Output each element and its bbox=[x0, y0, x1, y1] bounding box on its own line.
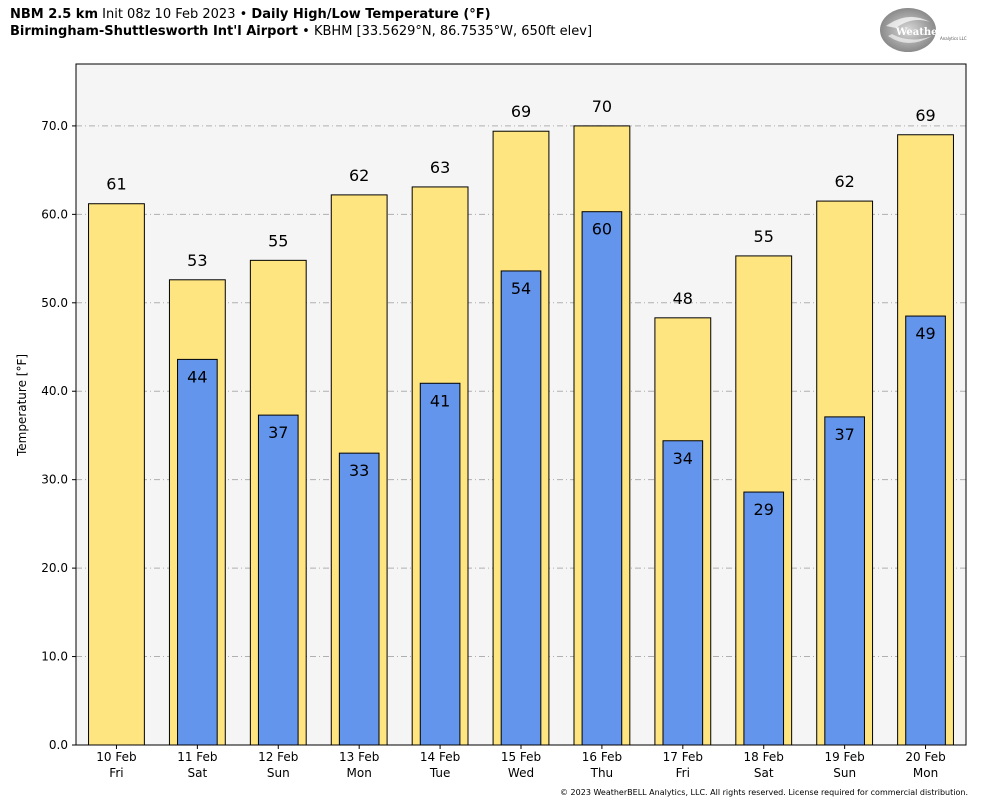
station-name: Birmingham-Shuttlesworth Int'l Airport bbox=[10, 24, 299, 39]
y-tick-label: 70.0 bbox=[41, 119, 68, 133]
y-tick-label: 0.0 bbox=[49, 738, 68, 752]
high-temp-label: 55 bbox=[754, 227, 774, 246]
low-temp-label: 37 bbox=[834, 425, 854, 444]
high-temp-label: 69 bbox=[915, 106, 935, 125]
copyright-footer: © 2023 WeatherBELL Analytics, LLC. All r… bbox=[560, 788, 968, 797]
low-temp-bar bbox=[500, 270, 542, 746]
x-tick-weekday: Sat bbox=[754, 766, 774, 780]
high-temp-label: 53 bbox=[187, 251, 207, 270]
title-separator: • bbox=[239, 7, 248, 22]
y-axis: 0.0 10.0 20.0 30.0 40.0 50.0 60.0 70.0 bbox=[41, 119, 76, 752]
low-temp-bar bbox=[257, 414, 299, 746]
x-tick-date: 17 Feb bbox=[663, 750, 703, 764]
logo-text: WeatherBELL bbox=[895, 27, 968, 38]
low-temp-label: 41 bbox=[430, 391, 450, 410]
station-info: KBHM [33.5629°N, 86.7535°W, 650ft elev] bbox=[313, 24, 593, 39]
high-temp-label: 48 bbox=[673, 289, 693, 308]
x-tick-date: 13 Feb bbox=[339, 750, 379, 764]
product-name: Daily High/Low Temperature (°F) bbox=[251, 7, 491, 22]
x-tick-date: 18 Feb bbox=[744, 750, 784, 764]
low-temp-bar bbox=[177, 358, 218, 746]
x-tick-weekday: Mon bbox=[913, 766, 938, 780]
bars: 61 53 44 55 37 62 33 63 41 69 54 70 60 48 34 55 29 62 37 69… bbox=[88, 97, 954, 746]
y-tick-label: 60.0 bbox=[41, 207, 68, 221]
low-temp-bar bbox=[419, 382, 461, 746]
x-axis: 10 Feb Fri 11 Feb Sat 12 Feb Sun 13 Feb Mon 14 F… bbox=[96, 745, 946, 780]
title-separator-2: • bbox=[302, 24, 310, 39]
low-temp-label: 33 bbox=[349, 461, 369, 480]
low-temp-bar bbox=[581, 211, 623, 746]
low-temp-label: 49 bbox=[915, 324, 935, 343]
x-tick-date: 11 Feb bbox=[177, 750, 217, 764]
weatherbell-logo: WeatherBELL Analytics LLC bbox=[880, 8, 968, 52]
x-tick-weekday: Tue bbox=[429, 766, 451, 780]
low-temp-bar bbox=[338, 452, 380, 746]
x-tick-date: 12 Feb bbox=[258, 750, 298, 764]
x-tick-weekday: Sun bbox=[833, 766, 856, 780]
low-temp-bar bbox=[905, 315, 946, 746]
x-tick-date: 16 Feb bbox=[582, 750, 622, 764]
low-temp-label: 29 bbox=[754, 500, 774, 519]
x-tick-weekday: Mon bbox=[347, 766, 372, 780]
x-tick-weekday: Wed bbox=[508, 766, 534, 780]
y-tick-label: 10.0 bbox=[41, 650, 68, 664]
chart-title-line-1: NBM 2.5 km Init 08z 10 Feb 2023 • Daily … bbox=[10, 7, 491, 23]
low-temp-bar bbox=[743, 491, 785, 746]
logo-subtext: Analytics LLC bbox=[940, 36, 967, 41]
high-temp-label: 61 bbox=[106, 175, 126, 194]
high-temp-bar bbox=[88, 203, 145, 746]
low-temp-label: 54 bbox=[511, 279, 531, 298]
x-tick-weekday: Fri bbox=[109, 766, 123, 780]
x-tick-date: 20 Feb bbox=[905, 750, 945, 764]
x-tick-date: 19 Feb bbox=[824, 750, 864, 764]
model-name: NBM 2.5 km bbox=[10, 7, 98, 22]
high-temp-label: 62 bbox=[834, 172, 854, 191]
low-temp-bar bbox=[824, 416, 865, 746]
init-time: Init 08z 10 Feb 2023 bbox=[102, 7, 236, 22]
low-temp-label: 44 bbox=[187, 367, 207, 386]
low-temp-bar bbox=[662, 440, 704, 746]
x-tick-weekday: Fri bbox=[676, 766, 690, 780]
chart-title-line-2: Birmingham-Shuttlesworth Int'l Airport •… bbox=[10, 24, 592, 40]
high-temp-label: 69 bbox=[511, 102, 531, 121]
x-tick-weekday: Thu bbox=[590, 766, 614, 780]
x-tick-weekday: Sat bbox=[188, 766, 208, 780]
low-temp-label: 37 bbox=[268, 423, 288, 442]
y-tick-label: 40.0 bbox=[41, 384, 68, 398]
x-tick-date: 10 Feb bbox=[96, 750, 136, 764]
low-temp-label: 34 bbox=[673, 449, 693, 468]
y-axis-label: Temperature [°F] bbox=[15, 354, 29, 457]
x-tick-weekday: Sun bbox=[267, 766, 290, 780]
y-tick-label: 50.0 bbox=[41, 296, 68, 310]
high-temp-label: 62 bbox=[349, 166, 369, 185]
high-temp-label: 70 bbox=[592, 97, 612, 116]
y-tick-label: 30.0 bbox=[41, 473, 68, 487]
x-tick-date: 14 Feb bbox=[420, 750, 460, 764]
x-tick-date: 15 Feb bbox=[501, 750, 541, 764]
y-tick-label: 20.0 bbox=[41, 561, 68, 575]
high-temp-label: 55 bbox=[268, 231, 288, 250]
low-temp-label: 60 bbox=[592, 220, 612, 239]
high-temp-label: 63 bbox=[430, 158, 450, 177]
